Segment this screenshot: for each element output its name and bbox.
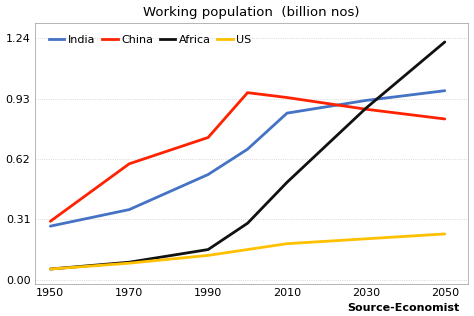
Line: India: India: [50, 91, 445, 226]
India: [442, 89, 447, 93]
Africa: [442, 40, 447, 44]
Text: Source-Economist: Source-Economist: [347, 303, 460, 313]
China: [127, 162, 132, 166]
Africa: [284, 180, 290, 184]
US: [127, 261, 132, 265]
US: [245, 248, 250, 252]
Title: Working population  (billion nos): Working population (billion nos): [143, 6, 360, 19]
Line: US: US: [50, 234, 445, 269]
Africa: [363, 106, 369, 110]
China: [363, 107, 369, 111]
India: [205, 173, 211, 176]
China: [205, 136, 211, 139]
India: [47, 224, 53, 228]
India: [245, 147, 250, 151]
India: [127, 208, 132, 211]
China: [284, 96, 290, 100]
China: [245, 91, 250, 94]
US: [363, 237, 369, 241]
China: [442, 117, 447, 121]
US: [205, 253, 211, 257]
Legend: India, China, Africa, US: India, China, Africa, US: [45, 31, 255, 50]
US: [284, 242, 290, 246]
Africa: [245, 221, 250, 225]
Africa: [47, 267, 53, 271]
Africa: [127, 260, 132, 264]
China: [47, 219, 53, 223]
India: [363, 99, 369, 102]
Africa: [205, 248, 211, 252]
India: [284, 111, 290, 115]
US: [442, 232, 447, 236]
Line: Africa: Africa: [50, 42, 445, 269]
Line: China: China: [50, 93, 445, 221]
US: [47, 267, 53, 271]
